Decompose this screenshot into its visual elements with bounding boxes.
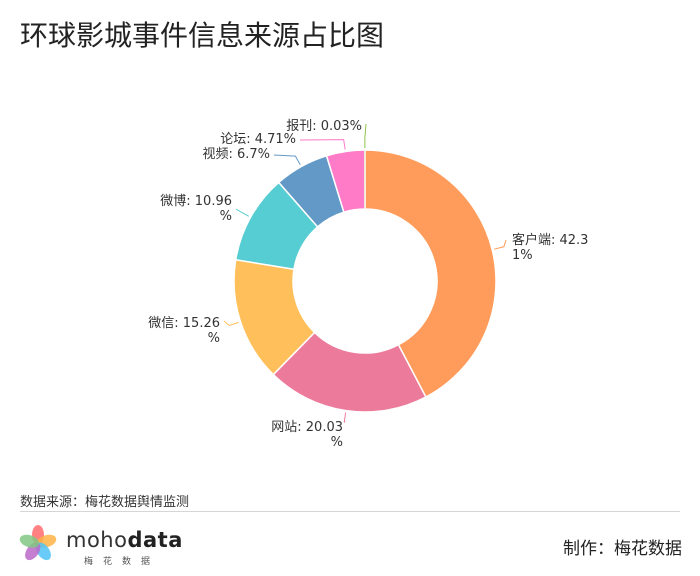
credit-text: 制作：梅花数据 [563,539,682,559]
mohodata-logo: mohodata 梅花数据 [18,524,182,567]
leader-line-微博 [235,208,250,217]
slice-网站[interactable] [272,331,427,413]
logo-subtitle: 梅花数据 [84,557,161,567]
logo-wordmark: mohodata [66,528,183,552]
slice-label-微博: 微博: 10.96% [160,194,232,224]
pinwheel-logo-icon [19,525,57,561]
slice-客户端[interactable] [364,149,497,399]
data-source-note: 数据来源：梅花数据舆情监测 [20,495,190,510]
leader-line-论坛 [299,139,346,150]
leader-lines [223,123,507,423]
logo-word-regular: moho [66,528,128,552]
slice-label-报刊: 报刊: 0.03% [286,119,362,134]
donut-chart: 客户端: 42.3 1% 网站: 20.03 % 微信: 15.26 % 微博: 10.96… [148,119,588,450]
donut-slices [233,149,497,413]
chart-title: 环球影城事件信息来源占比图 [20,19,385,52]
leader-line-报刊 [364,123,367,149]
footer-divider [20,511,680,512]
slice-label-微信: 微信: 15.26% [148,316,220,346]
slice-论坛[interactable] [325,149,366,214]
leader-line-客户端 [494,239,507,250]
slice-labels: 客户端: 42.3 1% 网站: 20.03 % 微信: 15.26 % 微博: 10.96… [148,119,588,450]
leader-line-视频 [273,154,301,166]
logo-word-bold: data [127,528,183,552]
slice-label-视频: 视频: 6.7% [202,147,270,162]
slice-label-网站: 网站: 20.03% [271,420,343,450]
slice-label-论坛: 论坛: 4.71% [220,132,296,147]
leader-line-微信 [223,320,239,327]
slice-label-客户端: 客户端: 42.3 1% [512,232,588,263]
leader-line-网站 [343,412,347,423]
